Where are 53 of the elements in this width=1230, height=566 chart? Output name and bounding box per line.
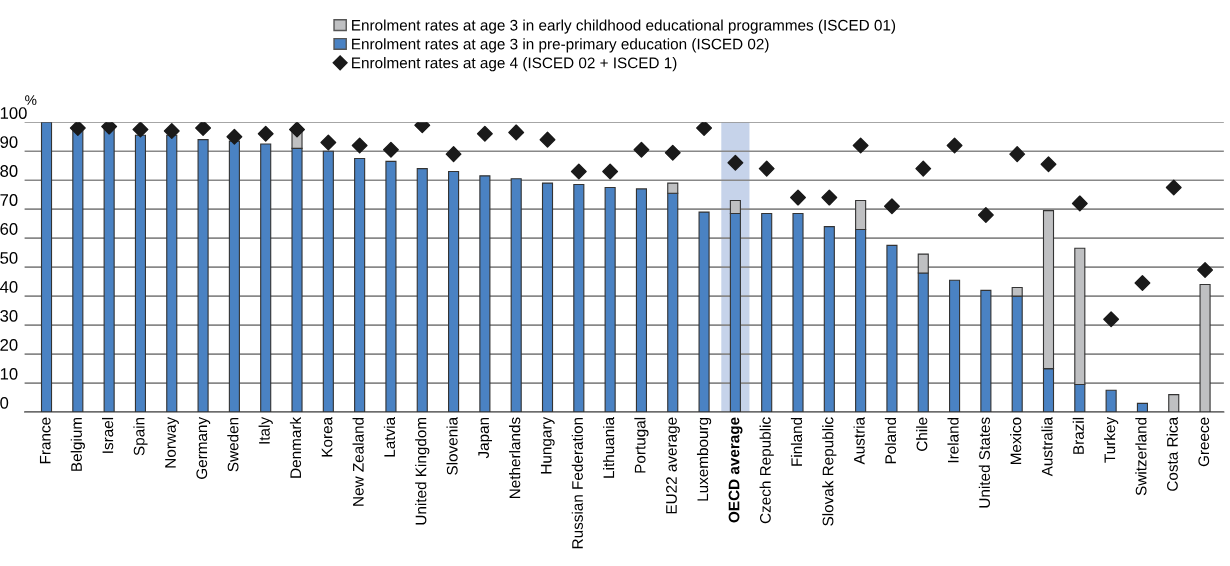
- x-tick-label: Spain: [133, 417, 148, 456]
- x-tick-label: Slovenia: [446, 416, 458, 475]
- y-tick-label: 40: [0, 281, 18, 293]
- x-tick-label: New Zealand: [352, 417, 364, 506]
- x-tick-label: Chile: [916, 417, 928, 451]
- x-tick-label: Lithuania: [603, 416, 615, 478]
- x-tick-label: Norway: [165, 416, 179, 468]
- y-tick-label: 80: [0, 165, 18, 177]
- legend-label: Enrolment rates at age 3 in pre-primary education (ISCED 02): [352, 38, 769, 53]
- x-tick-label: Turkey: [1104, 416, 1119, 463]
- x-tick-label: Greece: [1198, 417, 1210, 467]
- x-tick-label: OECD average: [728, 417, 743, 523]
- x-tick-label: Russian Federation: [571, 417, 583, 549]
- y-tick-label: 70: [0, 194, 18, 206]
- x-tick-label: United Kingdom: [415, 417, 430, 525]
- x-tick-label: Brazil: [1072, 417, 1084, 454]
- x-tick-label: Israel: [102, 417, 114, 453]
- x-tick-label: Hungary: [540, 416, 555, 474]
- x-tick-label: Costa Rica: [1166, 416, 1178, 491]
- x-tick-label: Japan: [478, 417, 493, 459]
- y-tick-label: 30: [0, 310, 18, 322]
- x-tick-label: Italy: [258, 416, 273, 444]
- x-tick-label: Germany: [196, 416, 211, 479]
- x-tick-label: Australia: [1041, 416, 1053, 477]
- legend-label: Enrolment rates at age 4 (ISCED 02 + ISCED 1): [352, 57, 677, 72]
- x-tick-label: Mexico: [1010, 417, 1022, 465]
- x-tick-label: Poland: [884, 417, 897, 464]
- x-tick-label: Denmark: [289, 416, 302, 478]
- x-tick-label: Czech Republic: [759, 417, 774, 524]
- x-tick-label: Latvia: [383, 416, 396, 457]
- y-tick-label: 50: [0, 252, 18, 264]
- y-tick-label: 20: [0, 338, 18, 351]
- x-tick-label: France: [39, 417, 51, 464]
- y-tick-label: 0: [0, 396, 9, 409]
- x-tick-label: Sweden: [227, 417, 239, 472]
- x-tick-label: Belgium: [70, 417, 85, 471]
- y-tick-label: 10: [0, 367, 18, 380]
- x-tick-label: Ireland: [947, 417, 959, 463]
- x-tick-label: Slovak Republic: [822, 417, 837, 526]
- x-tick-label: Austria: [853, 416, 865, 465]
- y-tick-label: 90: [0, 136, 18, 148]
- y-tick-label: 100: [0, 107, 27, 119]
- legend-label: Enrolment rates at age 3 in early childhood educational programmes (ISCED 01): [352, 19, 896, 34]
- x-tick-label: Portugal: [634, 417, 649, 473]
- x-tick-label: Finland: [790, 417, 803, 466]
- y-axis-title: %: [25, 95, 37, 105]
- x-tick-label: Netherlands: [509, 417, 521, 499]
- x-tick-label: EU22 average: [666, 417, 680, 514]
- x-tick-label: Switzerland: [1135, 417, 1147, 496]
- x-tick-label: Luxembourg: [696, 417, 712, 501]
- y-tick-label: 60: [0, 223, 18, 235]
- x-tick-label: United States: [978, 417, 990, 508]
- x-tick-label: Korea: [321, 416, 333, 457]
